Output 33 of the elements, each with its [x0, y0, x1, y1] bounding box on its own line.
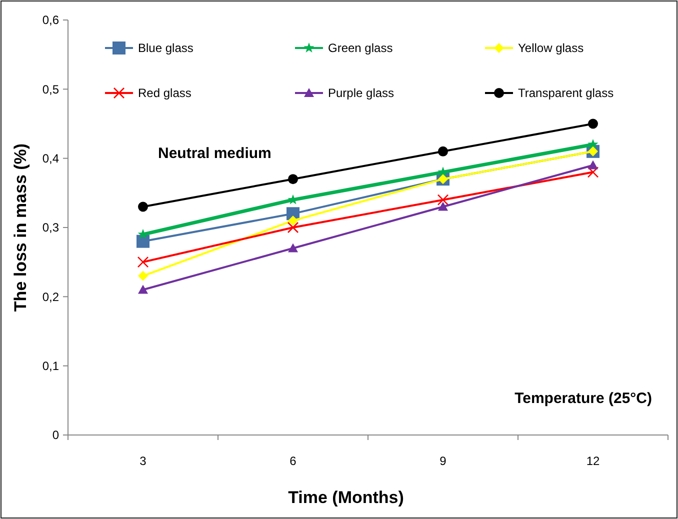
- x-tick-label: 3: [140, 454, 147, 468]
- legend-label: Transparent glass: [518, 86, 614, 100]
- y-tick-label: 0,3: [42, 220, 60, 235]
- legend-label: Yellow glass: [518, 41, 584, 56]
- y-tick-label: 0,6: [42, 13, 60, 28]
- point: [438, 146, 448, 156]
- point: [588, 118, 598, 129]
- x-tick-label: 12: [586, 454, 600, 468]
- y-tick-label: 0: [52, 428, 60, 442]
- annotation: Neutral medium: [158, 145, 272, 162]
- point: [138, 202, 148, 212]
- y-axis-title: The loss in mass (%): [11, 143, 30, 312]
- annotation: Temperature (25°C): [514, 390, 652, 407]
- point: [438, 202, 448, 211]
- point: [138, 270, 148, 281]
- x-axis-title: Time (Months): [288, 488, 404, 507]
- legend-label: Blue glass: [138, 41, 194, 56]
- y-tick-label: 0,5: [42, 82, 60, 96]
- point: [588, 160, 598, 170]
- point: [138, 284, 148, 294]
- legend-label: Green glass: [328, 41, 393, 56]
- point: [588, 139, 598, 149]
- y-tick-label: 0,2: [42, 290, 60, 304]
- point: [288, 174, 298, 184]
- x-tick-label: 6: [290, 454, 297, 468]
- point: [136, 234, 150, 248]
- legend-label: Purple glass: [328, 86, 394, 100]
- point: [288, 243, 298, 252]
- point: [288, 216, 298, 226]
- x-tick-label: 9: [440, 454, 447, 468]
- legend-label: Red glass: [138, 86, 192, 100]
- y-tick-label: 0,1: [42, 359, 60, 374]
- y-tick-label: 0,4: [42, 152, 60, 166]
